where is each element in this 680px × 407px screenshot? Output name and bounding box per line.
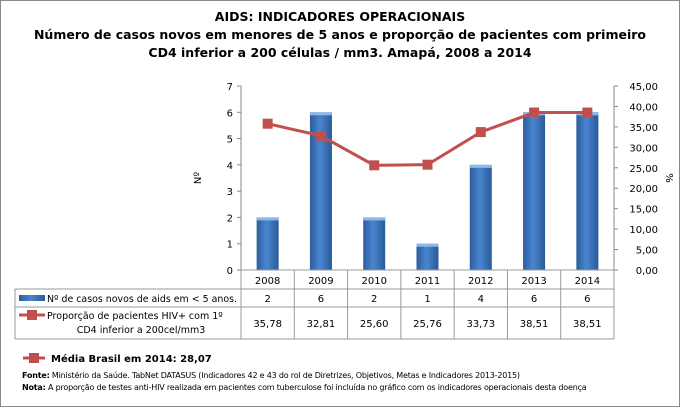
source-note: Fonte: Ministério da Saúde. TabNet DATAS… [22,371,520,380]
bar-top-highlight [309,112,332,116]
bar-top-highlight [469,164,492,168]
bar-top-highlight [416,243,439,247]
right-tick-label: 5,00 [636,246,658,257]
media-legend-marker [29,353,39,363]
bar-2014 [576,112,599,271]
source-text: Ministério da Saúde. TabNet DATASUS (Ind… [49,371,520,380]
bar-data-label: 4 [478,294,484,305]
category-label: 2008 [255,276,280,287]
line-data-label: 25,76 [413,319,442,330]
left-tick-label: 6 [227,108,233,119]
line-data-label: 38,51 [520,319,549,330]
chart-subtitle-2: CD4 inferior a 200 células / mm3. Amapá,… [148,45,532,60]
footnote-text: A proporção de testes anti-HIV realizada… [45,383,587,392]
bar-data-label: 1 [424,294,430,305]
right-tick-label: 15,00 [629,205,658,216]
left-tick-label: 7 [227,82,233,93]
right-tick-label: 45,00 [629,82,658,93]
right-tick-label: 0,00 [636,266,658,277]
right-tick-label: 35,00 [629,123,658,134]
line-data-label: 32,81 [307,319,336,330]
source-label: Fonte: [22,371,50,380]
footnote-label: Nota: [22,383,46,392]
left-tick-label: 0 [227,266,233,277]
bar-data-label: 6 [531,294,537,305]
line-data-label: 35,78 [253,319,282,330]
category-label: 2014 [575,276,600,287]
bar-legend-label: Nº de casos novos de aids em < 5 anos. [47,294,237,305]
category-label: 2009 [308,276,333,287]
line-marker-2013 [529,107,540,118]
category-label: 2012 [468,276,493,287]
left-tick-label: 5 [227,135,233,146]
bar-top-highlight [363,217,386,221]
left-tick-label: 4 [227,161,233,172]
bar-2008 [256,217,279,270]
line-marker-2011 [422,159,433,170]
bar-2012 [469,164,492,270]
bar-2009 [309,112,332,271]
bar-data-label: 2 [264,294,270,305]
line-data-label: 25,60 [360,319,389,330]
left-tick-label: 1 [227,240,233,251]
left-axis-label: Nº [193,172,204,184]
right-tick-label: 40,00 [629,102,658,113]
bar-data-label: 6 [318,294,324,305]
line-marker-2012 [475,127,486,138]
line-legend-marker [27,310,37,320]
media-brasil-label: Média Brasil em 2014: 28,07 [51,353,212,365]
line-legend-label-1: Proporção de pacientes HIV+ com 1º [47,311,223,322]
category-label: 2013 [521,276,546,287]
right-tick-label: 20,00 [629,184,658,195]
footnote: Nota: A proporção de testes anti-HIV rea… [22,383,587,392]
line-marker-2010 [369,160,380,171]
bar-top-highlight [256,217,279,221]
bar-data-label: 6 [584,294,590,305]
line-marker-2008 [262,118,273,129]
right-axis-label: % [663,173,674,183]
right-tick-label: 25,00 [629,164,658,175]
bar-2010 [363,217,386,270]
line-legend-label-2: CD4 inferior a 200cel/mm3 [77,325,206,336]
bar-legend-key [19,295,45,301]
bar-2013 [523,112,546,271]
left-tick-label: 2 [227,213,233,224]
right-tick-label: 10,00 [629,225,658,236]
chart-title: AIDS: INDICADORES OPERACIONAIS [214,9,466,24]
category-label: 2010 [361,276,386,287]
line-marker-2014 [582,107,593,118]
left-tick-label: 3 [227,187,233,198]
line-marker-2009 [315,130,326,141]
line-data-label: 38,51 [573,319,602,330]
chart-subtitle-1: Número de casos novos em menores de 5 an… [33,27,647,42]
right-tick-label: 30,00 [629,143,658,154]
category-label: 2011 [415,276,440,287]
line-data-label: 33,73 [466,319,495,330]
bar-data-label: 2 [371,294,377,305]
bar-2011 [416,243,439,270]
